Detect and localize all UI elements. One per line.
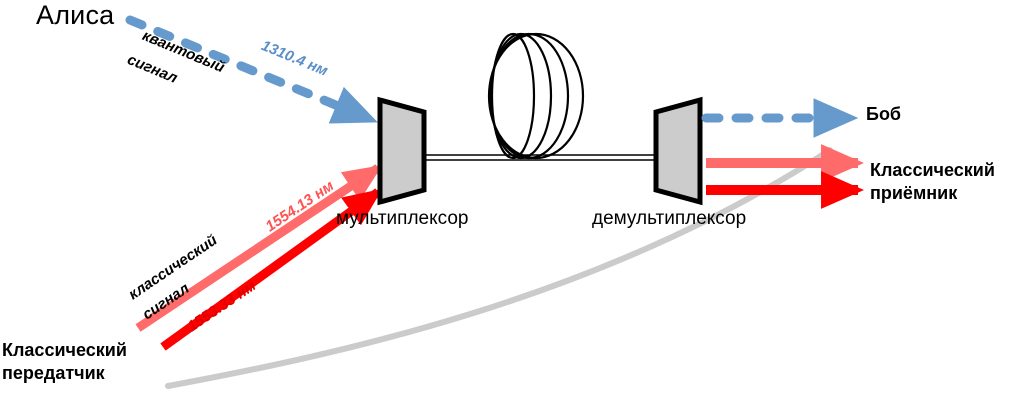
label-multiplexer: мультиплексор xyxy=(336,208,469,229)
label-classical-transmitter-line1: Классический xyxy=(2,340,127,360)
label-classical-receiver-line2: приёмник xyxy=(870,183,958,203)
label-classical-transmitter-line2: передатчик xyxy=(2,363,105,383)
fiber-spool-icon xyxy=(487,32,585,160)
label-alice: Алиса xyxy=(36,0,115,30)
label-demultiplexer: демультиплексор xyxy=(592,208,747,229)
multiplexer-device[interactable] xyxy=(377,96,427,206)
classical-return-arc xyxy=(165,147,833,389)
classical-channel-a-in xyxy=(135,164,383,332)
classical-channel-b-in xyxy=(160,188,383,351)
label-classical-receiver-line1: Классический xyxy=(870,160,995,180)
demultiplexer-device[interactable] xyxy=(653,96,703,206)
quantum-channel-alice xyxy=(125,15,378,125)
label-bob: Боб xyxy=(866,104,902,124)
